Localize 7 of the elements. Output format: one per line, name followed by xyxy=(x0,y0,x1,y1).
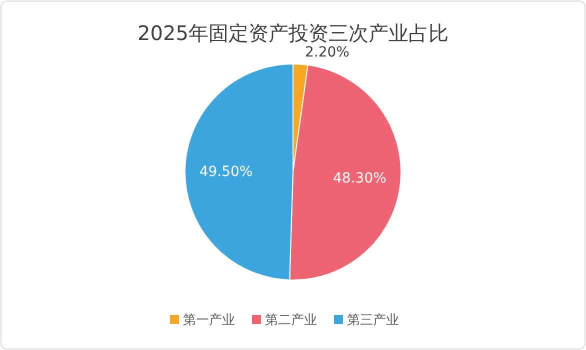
legend-label: 第一产业 xyxy=(183,313,235,328)
data-label: 2.20% xyxy=(305,44,350,60)
legend-label: 第二产业 xyxy=(265,313,317,328)
legend-label: 第三产业 xyxy=(347,313,399,328)
data-label: 48.30% xyxy=(333,170,386,187)
chart-title: 2025年固定资产投资三次产业占比 xyxy=(138,21,448,45)
data-label: 49.50% xyxy=(199,164,253,180)
